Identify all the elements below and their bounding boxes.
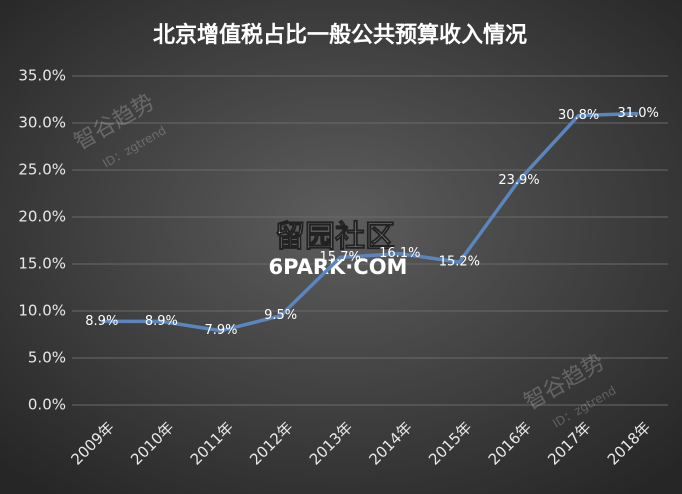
data-label: 23.9% (498, 173, 539, 188)
line (101, 111, 639, 333)
data-label: 15.7% (320, 250, 361, 265)
chart-title: 北京增值税占比一般公共预算收入情况 (153, 22, 527, 48)
data-label: 8.9% (145, 314, 178, 329)
data-label: 9.5% (264, 308, 297, 323)
y-tick-label: 15.0% (18, 255, 66, 273)
y-tick-label: 5.0% (28, 349, 66, 367)
y-tick-label: 20.0% (18, 208, 66, 226)
data-label: 8.9% (85, 314, 118, 329)
data-label: 7.9% (204, 323, 237, 338)
data-label: 31.0% (618, 106, 659, 121)
data-label: 15.2% (439, 255, 480, 270)
data-label: 30.8% (558, 108, 599, 123)
data-label: 16.1% (379, 246, 420, 261)
y-tick-label: 35.0% (18, 67, 66, 85)
watermark-site: 留园社区 (275, 220, 395, 255)
y-tick-label: 10.0% (18, 302, 66, 320)
y-tick-label: 30.0% (18, 114, 66, 132)
y-tick-label: 0.0% (28, 396, 66, 414)
y-tick-label: 25.0% (18, 161, 66, 179)
